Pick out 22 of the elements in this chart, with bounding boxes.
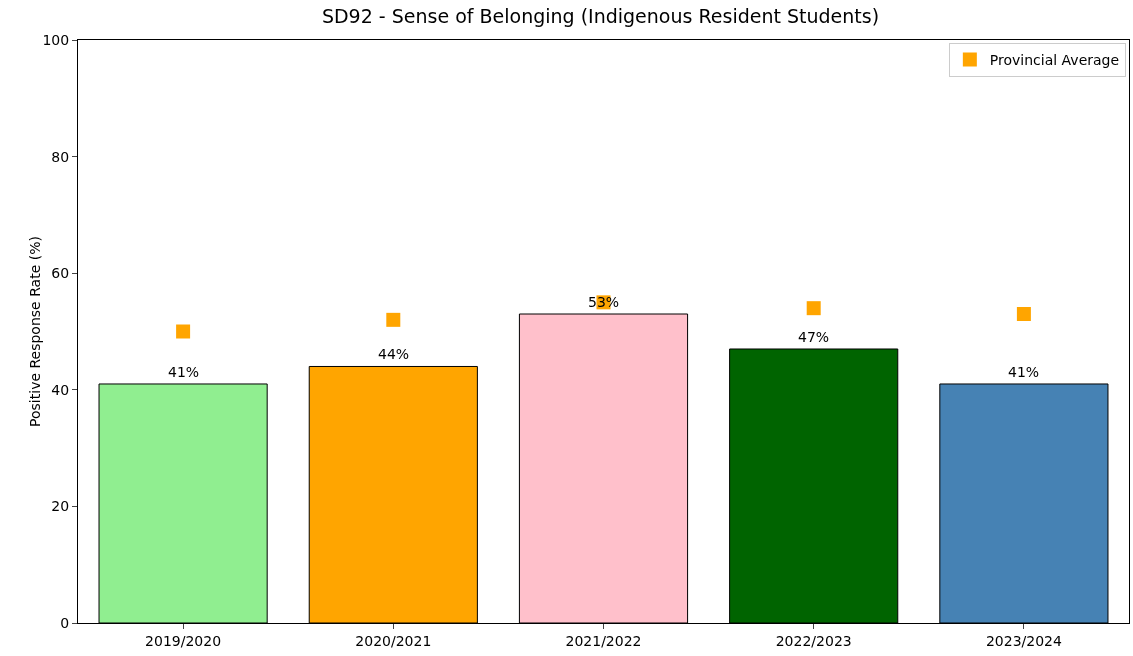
x-tick-label: 2021/2022: [565, 632, 642, 649]
y-tick-label: 40: [51, 381, 70, 398]
data-label: 41%: [168, 364, 200, 380]
chart-title: SD92 - Sense of Belonging (Indigenous Resident Students): [321, 5, 880, 28]
y-tick-label: 60: [51, 265, 70, 282]
x-tick-label: 2023/2024: [985, 632, 1062, 649]
y-tick-label: 0: [60, 614, 70, 631]
y-tick-label: 80: [51, 148, 70, 165]
point: [806, 301, 821, 316]
y-axis-title: Positive Response Rate (%): [27, 236, 43, 427]
legend-label: Provincial Average: [989, 51, 1120, 68]
y-tick-label: 20: [51, 498, 70, 515]
y-tick-label: 100: [42, 31, 70, 48]
point: [176, 324, 191, 339]
point: [386, 312, 401, 327]
point: [1016, 307, 1031, 322]
x-tick-label: 2022/2023: [775, 632, 852, 649]
data-label: 41%: [1008, 364, 1040, 380]
data-label: 44%: [378, 346, 410, 362]
x-tick-label: 2019/2020: [145, 632, 222, 649]
x-tick-label: 2020/2021: [355, 632, 432, 649]
data-label: 47%: [798, 329, 830, 345]
